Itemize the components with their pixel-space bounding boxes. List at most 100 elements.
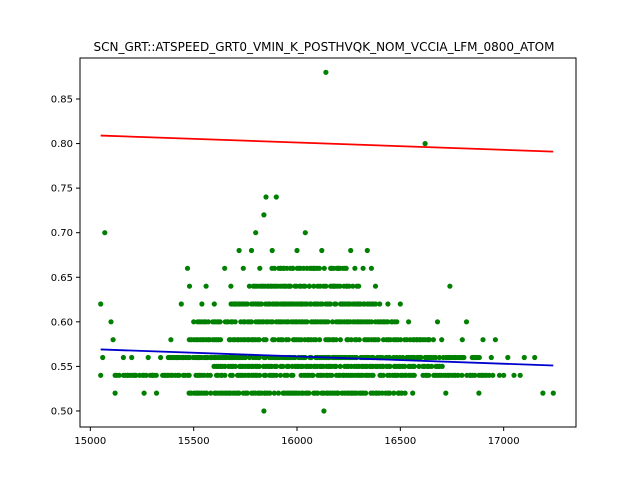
data-point (459, 337, 465, 343)
data-point (317, 337, 323, 343)
data-point (284, 372, 290, 378)
data-point (550, 390, 556, 396)
data-point (411, 363, 417, 369)
data-point (501, 372, 507, 378)
data-point (257, 265, 263, 271)
data-point (430, 337, 436, 343)
data-point (313, 337, 319, 343)
data-point (417, 354, 424, 361)
scatter-points (98, 69, 556, 414)
data-point (302, 283, 308, 289)
data-point (356, 283, 362, 289)
data-point (486, 372, 492, 378)
data-point (112, 390, 118, 396)
data-point (429, 363, 435, 369)
data-point (178, 301, 184, 307)
data-point (257, 372, 263, 378)
data-point (256, 363, 262, 369)
data-point (280, 337, 286, 343)
data-point (472, 372, 478, 378)
data-point (261, 212, 267, 218)
data-point (363, 390, 369, 396)
x-tick-label: 15500 (178, 436, 210, 447)
data-point (98, 301, 104, 307)
data-point (439, 337, 445, 343)
data-point (248, 319, 255, 325)
data-point (343, 265, 349, 271)
data-point (436, 354, 442, 361)
data-point (323, 69, 329, 75)
data-point (463, 319, 470, 325)
data-point (290, 372, 296, 378)
data-point (132, 372, 138, 378)
data-point (416, 363, 422, 369)
y-tick-label: 0.55 (51, 362, 73, 373)
data-point (433, 354, 439, 361)
data-point (240, 265, 246, 271)
data-point (406, 319, 412, 325)
data-point (258, 301, 264, 307)
data-point (247, 354, 253, 361)
data-point (228, 283, 234, 289)
data-point (368, 265, 374, 271)
data-point (310, 372, 316, 378)
data-point (327, 301, 333, 307)
data-point (263, 194, 269, 200)
data-point (207, 372, 213, 378)
data-point (402, 363, 408, 369)
data-point (158, 354, 164, 361)
data-point (372, 283, 379, 289)
data-point (540, 390, 546, 396)
data-point (492, 337, 498, 343)
y-axis: 0.50 0.55 0.60 0.65 0.70 0.75 0.80 0.85 (51, 95, 80, 417)
data-point (377, 301, 383, 307)
data-point (275, 390, 282, 396)
data-point (532, 354, 538, 361)
data-point (289, 265, 296, 271)
data-point (521, 354, 527, 361)
data-point (315, 390, 321, 396)
data-point (337, 337, 343, 343)
data-point (261, 408, 267, 414)
data-point (271, 265, 278, 271)
data-point (449, 354, 455, 361)
data-point (306, 283, 312, 289)
data-point (186, 372, 192, 378)
data-point (443, 390, 449, 396)
data-point (373, 301, 379, 307)
data-point (176, 372, 182, 378)
data-point (288, 283, 294, 289)
data-point (108, 319, 114, 325)
data-point (422, 141, 428, 147)
data-point (277, 372, 284, 378)
data-point (168, 337, 174, 343)
data-point (267, 390, 273, 396)
data-point (375, 337, 381, 343)
data-point (306, 390, 312, 396)
y-tick-label: 0.70 (51, 228, 73, 239)
data-point (256, 354, 262, 361)
data-point (352, 265, 358, 271)
x-tick-label: 17000 (488, 436, 520, 447)
data-point (368, 319, 375, 325)
data-point (153, 372, 159, 378)
data-point (511, 372, 517, 378)
data-point (244, 390, 250, 396)
fit-line (100, 348, 554, 367)
data-point (217, 319, 223, 325)
x-axis: 15000 15500 16000 16500 17000 (74, 427, 520, 447)
data-point (271, 337, 278, 343)
data-point (143, 372, 149, 378)
data-point (348, 247, 354, 254)
data-point (439, 363, 445, 369)
data-point (248, 247, 255, 254)
data-point (356, 337, 362, 343)
data-point (321, 265, 327, 271)
data-point (211, 301, 217, 307)
data-point (298, 337, 304, 343)
data-point (273, 363, 279, 369)
data-point (232, 363, 238, 369)
data-point (394, 319, 400, 325)
